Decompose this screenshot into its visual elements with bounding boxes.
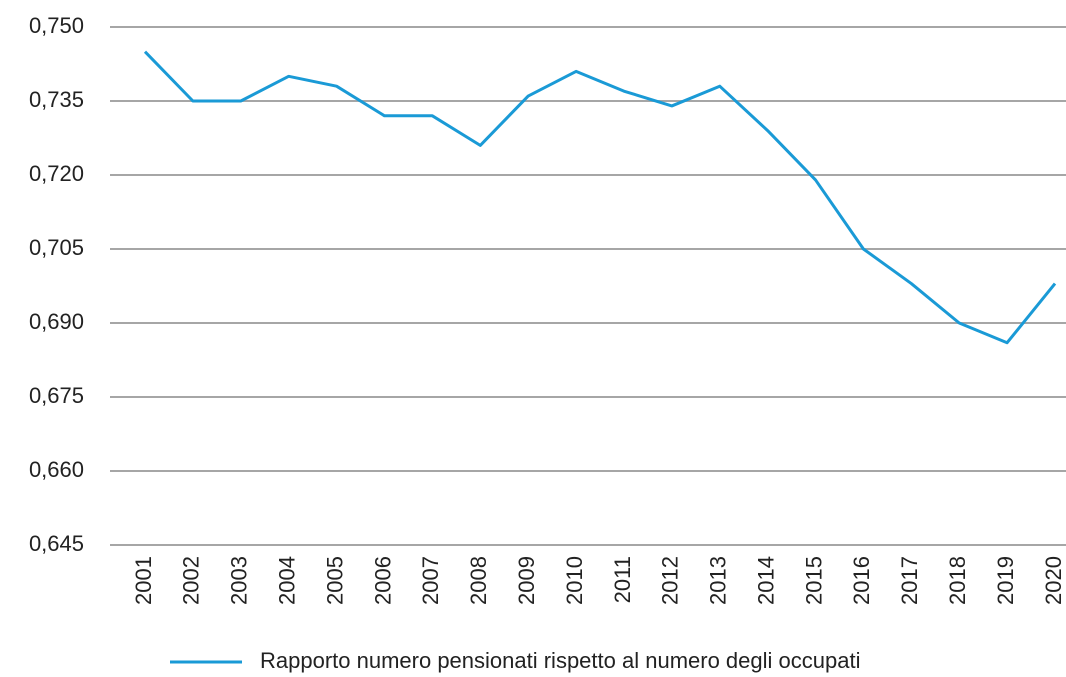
y-tick-label: 0,750 xyxy=(29,13,84,38)
x-tick-label: 2020 xyxy=(1041,556,1066,605)
y-tick-label: 0,720 xyxy=(29,161,84,186)
x-tick-label: 2007 xyxy=(418,556,443,605)
legend-label: Rapporto numero pensionati rispetto al n… xyxy=(260,648,860,673)
x-tick-label: 2006 xyxy=(370,556,395,605)
x-tick-label: 2017 xyxy=(897,556,922,605)
y-tick-label: 0,645 xyxy=(29,531,84,556)
y-tick-label: 0,675 xyxy=(29,383,84,408)
y-tick-label: 0,705 xyxy=(29,235,84,260)
x-tick-label: 2005 xyxy=(322,556,347,605)
x-tick-label: 2019 xyxy=(993,556,1018,605)
x-tick-label: 2011 xyxy=(610,556,635,603)
x-tick-label: 2010 xyxy=(562,556,587,605)
x-tick-label: 2008 xyxy=(466,556,491,605)
x-tick-label: 2003 xyxy=(227,556,252,605)
y-tick-label: 0,690 xyxy=(29,309,84,334)
y-tick-label: 0,660 xyxy=(29,457,84,482)
x-tick-label: 2004 xyxy=(274,556,299,605)
x-tick-label: 2013 xyxy=(706,556,731,605)
y-tick-label: 0,735 xyxy=(29,87,84,112)
x-tick-label: 2002 xyxy=(179,556,204,605)
x-tick-label: 2012 xyxy=(658,556,683,605)
x-tick-label: 2001 xyxy=(131,556,156,605)
x-tick-label: 2014 xyxy=(753,556,778,605)
x-tick-label: 2016 xyxy=(849,556,874,605)
data-line xyxy=(143,50,1057,345)
x-tick-label: 2018 xyxy=(945,556,970,605)
x-tick-label: 2009 xyxy=(514,556,539,605)
x-tick-label: 2015 xyxy=(801,556,826,605)
